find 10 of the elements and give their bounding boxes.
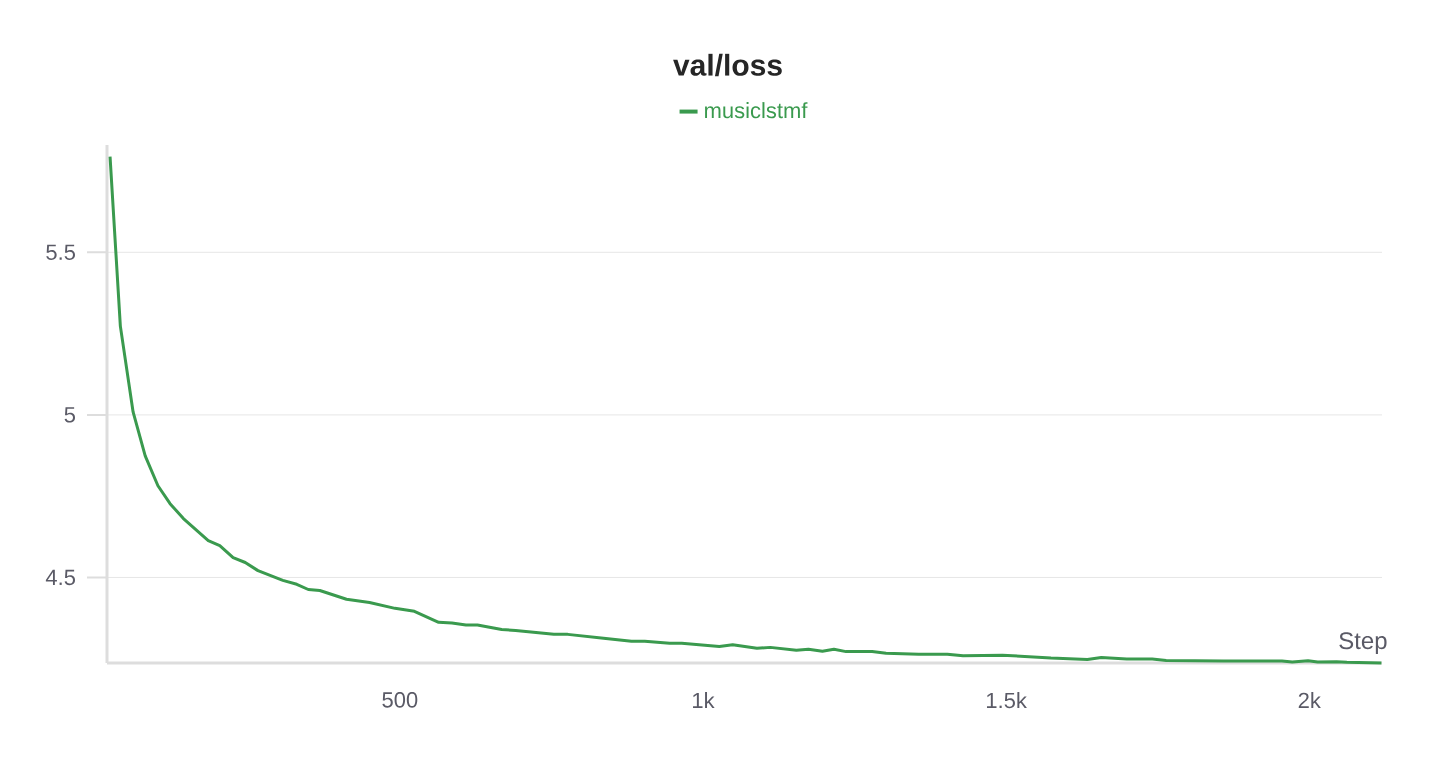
x-tick-label: 2k xyxy=(1298,692,1321,708)
y-tick-label: 5.5 xyxy=(46,244,75,260)
x-tick-label: 1.5k xyxy=(986,692,1027,709)
y-tick-label: 5 xyxy=(64,407,75,423)
y-tick-label: 4.5 xyxy=(45,569,75,586)
x-tick-label: 1k xyxy=(693,692,715,708)
chart-title: val/loss xyxy=(673,53,782,77)
x-axis-title: Step xyxy=(1339,632,1387,654)
legend-label: musiclstmf xyxy=(705,102,808,119)
x-tick-label: 500 xyxy=(382,692,418,708)
